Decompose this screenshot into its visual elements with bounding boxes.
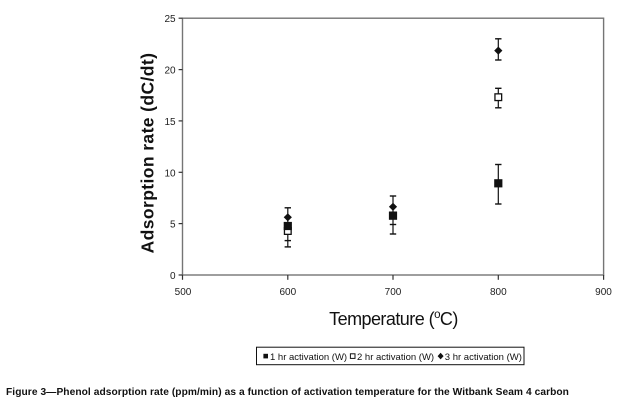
svg-text:1 hr activation (W): 1 hr activation (W) (270, 352, 347, 363)
svg-text:20: 20 (164, 66, 176, 77)
svg-text:500: 500 (175, 287, 192, 298)
svg-text:600: 600 (279, 287, 296, 298)
svg-text:10: 10 (164, 168, 176, 179)
svg-text:2 hr activation (W): 2 hr activation (W) (357, 352, 434, 363)
svg-text:15: 15 (164, 117, 176, 128)
svg-text:25: 25 (164, 14, 176, 25)
svg-text:3 hr activation (W): 3 hr activation (W) (445, 352, 522, 363)
svg-text:700: 700 (385, 287, 402, 298)
svg-text:Temperature (oC): Temperature (oC) (329, 309, 458, 329)
svg-text:900: 900 (595, 287, 612, 298)
svg-text:0: 0 (170, 271, 176, 282)
svg-text:800: 800 (490, 287, 507, 298)
svg-text:5: 5 (170, 220, 176, 231)
svg-text:Figure 3—Phenol adsorption rat: Figure 3—Phenol adsorption rate (ppm/min… (6, 387, 569, 398)
svg-text:Adsorption rate (dC/dt): Adsorption rate (dC/dt) (138, 53, 158, 254)
